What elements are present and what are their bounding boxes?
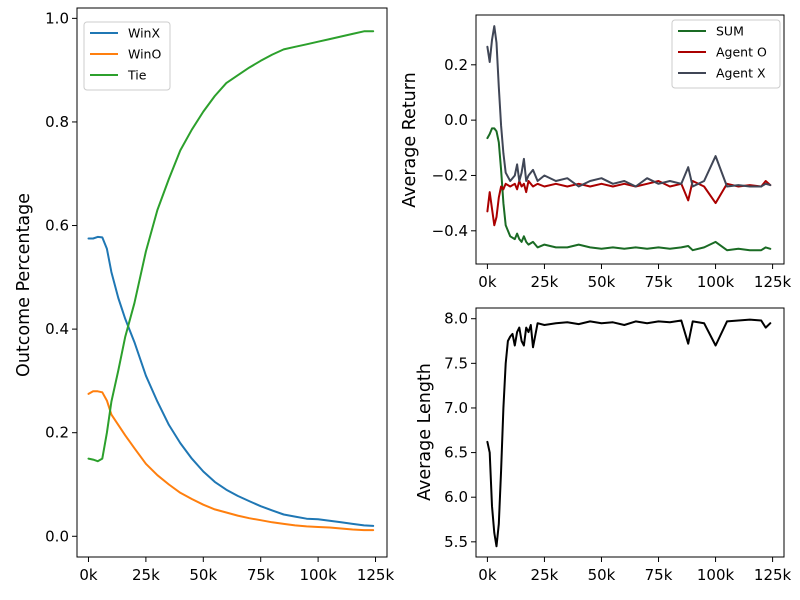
x-tick-label: 100k: [697, 566, 735, 584]
x-tick-label: 125k: [754, 566, 792, 584]
legend-label: Agent O: [716, 45, 767, 60]
y-axis-label: Average Return: [400, 72, 420, 208]
series-line-wino: [87, 390, 375, 532]
x-tick-label: 50k: [588, 273, 616, 291]
y-tick-label: −0.4: [432, 222, 468, 240]
legend: WinX WinO Tie: [83, 21, 171, 91]
y-tick-label: 1.0: [45, 9, 69, 27]
legend-box: [671, 19, 781, 89]
plot-frame: [76, 7, 388, 558]
y-tick-label: 6.5: [444, 444, 468, 462]
x-tick-label: 50k: [588, 566, 616, 584]
x-tick-label: 25k: [531, 566, 559, 584]
y-tick-label: 7.5: [444, 354, 468, 372]
series-line-winx: [87, 235, 375, 527]
legend-label: WinX: [128, 26, 160, 41]
x-tick-label: 75k: [247, 566, 275, 584]
y-tick-label: 0.0: [444, 111, 468, 129]
series-line-agent-o: [486, 180, 772, 227]
x-tick-label: 0k: [478, 566, 497, 584]
x-tick-label: 75k: [645, 566, 673, 584]
series-line-agent-x: [486, 25, 772, 188]
legend-label: Tie: [127, 68, 147, 83]
legend-label: Agent X: [716, 66, 766, 81]
y-axis-label: Average Length: [415, 363, 435, 501]
y-tick-label: 0.0: [45, 527, 69, 545]
outcome-percentage-chart: 0k 25k 50k 75k 100k 125k 0.0 0.2 0.4 0.6 0.8 1.0 Out…: [14, 7, 395, 584]
series-line-length: [486, 318, 772, 548]
y-tick-label: 6.0: [444, 488, 468, 506]
series-line-tie: [87, 30, 375, 463]
series-line-sum: [486, 127, 772, 252]
plot-frame: [475, 307, 785, 558]
x-tick-label: 50k: [189, 566, 217, 584]
y-tick-label: 0.2: [45, 424, 69, 442]
x-tick-label: 0k: [478, 273, 497, 291]
average-length-chart: 0k 25k 50k 75k 100k 125k 5.5 6.0 6.5 7.0 7.5 8.0 Ave…: [415, 307, 792, 584]
x-tick-label: 25k: [531, 273, 559, 291]
x-tick-label: 0k: [79, 566, 98, 584]
y-tick-label: 5.5: [444, 533, 468, 551]
y-axis-label: Outcome Percentage: [14, 193, 34, 377]
x-tick-label: 25k: [132, 566, 160, 584]
x-tick-label: 125k: [754, 273, 792, 291]
x-tick-label: 125k: [357, 566, 395, 584]
y-tick-label: 0.4: [45, 320, 69, 338]
y-tick-label: 8.0: [444, 310, 468, 328]
legend-label: SUM: [716, 24, 744, 39]
legend-label: WinO: [128, 47, 161, 62]
y-tick-label: −0.2: [432, 166, 468, 184]
x-tick-label: 100k: [299, 566, 337, 584]
x-tick-label: 75k: [645, 273, 673, 291]
legend-box: [83, 21, 171, 91]
y-tick-label: 0.8: [45, 113, 69, 131]
legend: SUM Agent O Agent X: [671, 19, 781, 89]
y-tick-label: 0.2: [444, 56, 468, 74]
x-tick-label: 100k: [697, 273, 735, 291]
y-tick-label: 7.0: [444, 399, 468, 417]
average-return-chart: 0k 25k 50k 75k 100k 125k −0.4 −0.2 0.0 0.2 Average…: [400, 14, 792, 291]
y-tick-label: 0.6: [45, 217, 69, 235]
plot-frame: [475, 14, 785, 265]
